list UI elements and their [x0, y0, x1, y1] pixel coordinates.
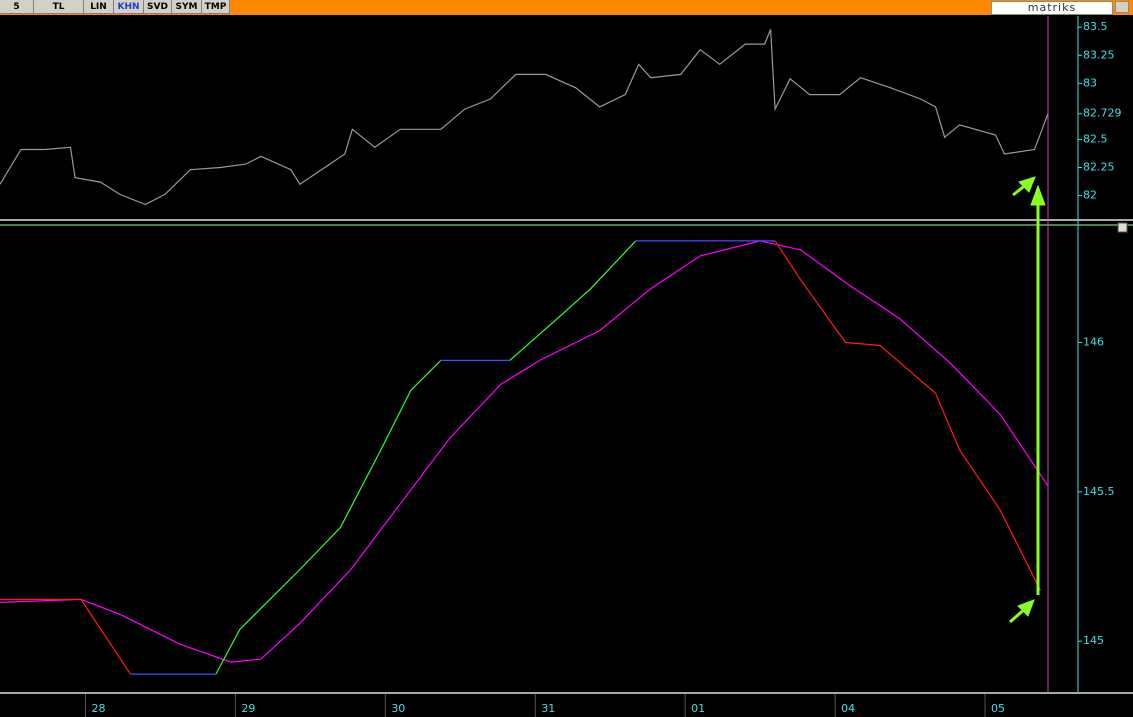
annotation-arrows [1009, 176, 1046, 624]
x-tick-label: 05 [991, 702, 1005, 715]
y-tick-label: 145.5 [1083, 485, 1115, 498]
x-tick-label: 01 [691, 702, 705, 715]
series-line [509, 240, 637, 361]
series-line [0, 29, 1049, 206]
background [0, 15, 1133, 717]
logo-dropdown[interactable] [1115, 1, 1129, 13]
y-tick-label: 83.5 [1083, 20, 1108, 33]
y-tick-label: 82.25 [1083, 161, 1115, 174]
x-tick-label: 28 [91, 702, 105, 715]
x-tick-label: 31 [541, 702, 555, 715]
arrow-head [1017, 599, 1035, 617]
toolbar-button[interactable]: TL [34, 0, 84, 14]
y-tick-label: 82 [1083, 189, 1097, 202]
y-tick-label: 83 [1083, 76, 1097, 89]
y-tick-label: 145 [1083, 634, 1104, 647]
panel-button[interactable] [1117, 222, 1128, 233]
toolbar: 5 TL LIN KHN SVD SYM TMP matriks [0, 0, 1133, 15]
arrow-head [1018, 176, 1036, 193]
series-line [215, 359, 442, 675]
y-tick-label: 83.25 [1083, 48, 1115, 61]
arrow-head [1030, 184, 1046, 206]
toolbar-button[interactable]: 5 [0, 0, 34, 14]
toolbar-button[interactable]: TMP [202, 0, 230, 14]
x-tick-label: 04 [841, 702, 855, 715]
series-line [0, 598, 131, 675]
logo: matriks [991, 1, 1113, 15]
y-tick-label: 82.5 [1083, 132, 1108, 145]
series-line [0, 240, 1049, 663]
x-tick-label: 30 [391, 702, 405, 715]
toolbar-button[interactable]: SYM [172, 0, 202, 14]
x-tick-label: 29 [241, 702, 255, 715]
y-tick-label: 82.729 [1083, 107, 1122, 120]
toolbar-button[interactable]: KHN [114, 0, 144, 14]
series-line [774, 240, 1042, 591]
y-tick-label: 146 [1083, 336, 1104, 349]
toolbar-button[interactable]: SVD [144, 0, 172, 14]
toolbar-button[interactable]: LIN [84, 0, 114, 14]
